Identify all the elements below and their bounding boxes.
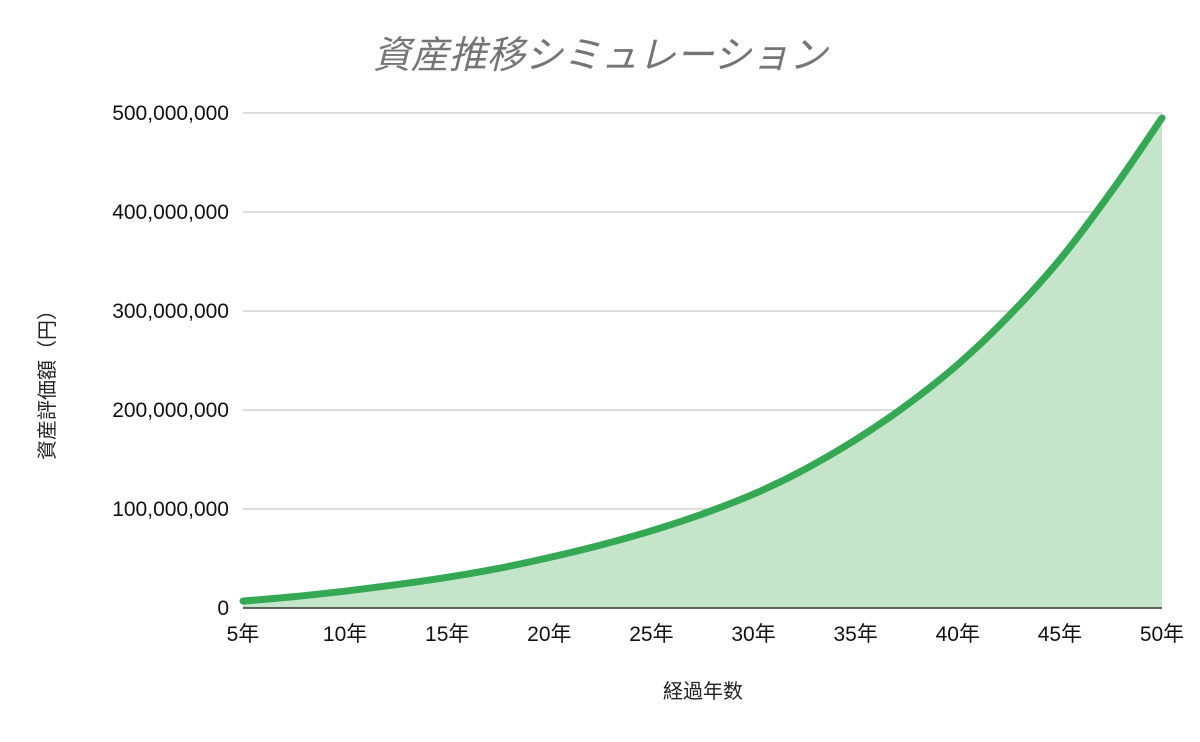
x-tick-label: 20年 [527,623,571,646]
x-tick-label: 45年 [1038,623,1082,646]
x-tick-label: 40年 [936,623,980,646]
y-tick-label: 100,000,000 [112,498,229,521]
y-axis-label: 資産評価額（円） [35,300,59,460]
y-axis-ticks: 0 100,000,000 200,000,000 300,000,000 400,00… [112,102,229,620]
y-tick-label: 200,000,000 [112,399,229,422]
y-tick-label: 300,000,000 [112,300,229,323]
x-tick-label: 50年 [1140,623,1184,646]
y-tick-label: 400,000,000 [112,201,229,224]
y-tick-label: 0 [217,597,229,620]
x-tick-label: 10年 [323,623,367,646]
x-tick-label: 30年 [731,623,775,646]
x-axis-ticks: 5年 10年 15年 20年 25年 30年 35年 40年 45年 50年 [227,623,1185,646]
chart-title: 資産推移シミュレーション [373,33,829,77]
x-tick-label: 35年 [833,623,877,646]
x-tick-label: 25年 [629,623,673,646]
series-line [239,114,1166,605]
x-tick-label: 15年 [425,623,469,646]
x-axis-label: 経過年数 [663,679,743,703]
x-tick-label: 5年 [227,623,260,646]
y-tick-label: 500,000,000 [112,102,229,125]
series-area-fill [243,117,1162,609]
